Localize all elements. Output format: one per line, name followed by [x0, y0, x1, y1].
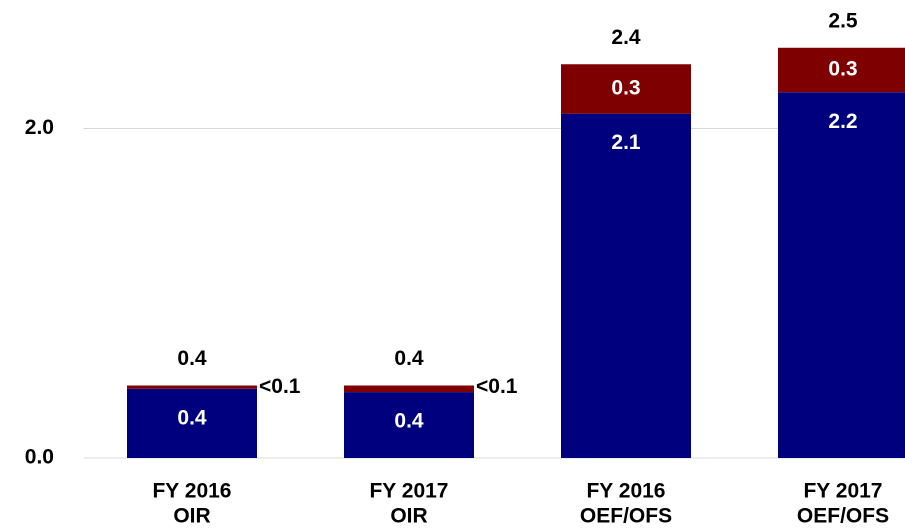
value-label: 0.4 [177, 406, 207, 429]
bar-segment [127, 385, 257, 389]
x-tick-label: FY 2017 [369, 480, 448, 503]
bar-segment [344, 392, 474, 458]
bar-segment [561, 64, 691, 114]
bar-segment [561, 113, 691, 458]
total-label: 0.4 [394, 347, 424, 370]
value-label: 0.3 [611, 77, 640, 100]
total-label: 2.5 [828, 9, 858, 32]
value-label: 0.3 [828, 58, 857, 81]
value-label: 2.1 [611, 131, 641, 154]
x-tick-label: OEF/OFS [580, 505, 672, 528]
bar-segment [778, 92, 905, 458]
x-tick-label: OEF/OFS [797, 505, 889, 528]
value-label: <0.1 [476, 375, 518, 398]
x-tick-label: FY 2017 [803, 480, 882, 503]
x-tick-label: FY 2016 [152, 480, 231, 503]
x-tick-label: FY 2016 [586, 480, 665, 503]
total-label: 0.4 [177, 347, 207, 370]
value-label: 0.4 [394, 410, 424, 433]
y-tick-label: 0.0 [25, 446, 54, 469]
x-tick-label: OIR [390, 505, 427, 528]
value-label: 2.2 [828, 110, 857, 133]
value-label: <0.1 [259, 375, 301, 398]
bar-segment [778, 47, 905, 93]
bar-segment [127, 388, 257, 458]
x-tick-label: OIR [173, 505, 210, 528]
total-label: 2.4 [611, 26, 641, 49]
y-tick-label: 2.0 [25, 116, 54, 139]
bar-segment [344, 385, 474, 393]
